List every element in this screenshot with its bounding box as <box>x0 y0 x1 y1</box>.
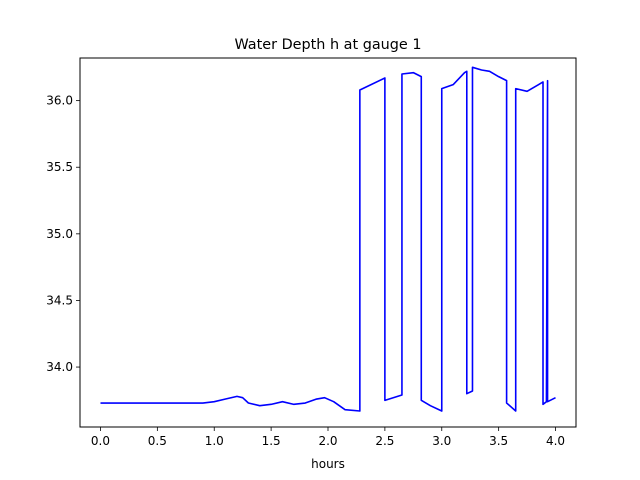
series-line-0 <box>100 66 556 412</box>
x-tick-label: 1.5 <box>262 434 281 448</box>
x-tick-label: 0.0 <box>91 434 110 448</box>
y-tick-label: 36.0 <box>46 94 73 108</box>
x-tick-label: 3.5 <box>489 434 508 448</box>
x-tick-label: 2.0 <box>318 434 337 448</box>
x-tick-label: 1.0 <box>205 434 224 448</box>
x-tick-label: 0.5 <box>148 434 167 448</box>
y-axis: 34.0 34.5 35.0 35.5 36.0 <box>46 94 80 374</box>
y-tick-label: 35.5 <box>46 160 73 174</box>
y-tick-label: 34.0 <box>46 360 73 374</box>
x-tick-label: 3.0 <box>432 434 451 448</box>
chart-title: Water Depth h at gauge 1 <box>234 37 421 53</box>
x-axis-label: hours <box>311 457 345 471</box>
series-layer <box>100 66 556 412</box>
x-tick-label: 4.0 <box>546 434 565 448</box>
y-tick-label: 34.5 <box>46 293 73 307</box>
x-tick-label: 2.5 <box>375 434 394 448</box>
y-tick-label: 35.0 <box>46 227 73 241</box>
x-axis: 0.0 0.5 1.0 1.5 2.0 2.5 3.0 3.5 4.0 <box>91 427 565 448</box>
